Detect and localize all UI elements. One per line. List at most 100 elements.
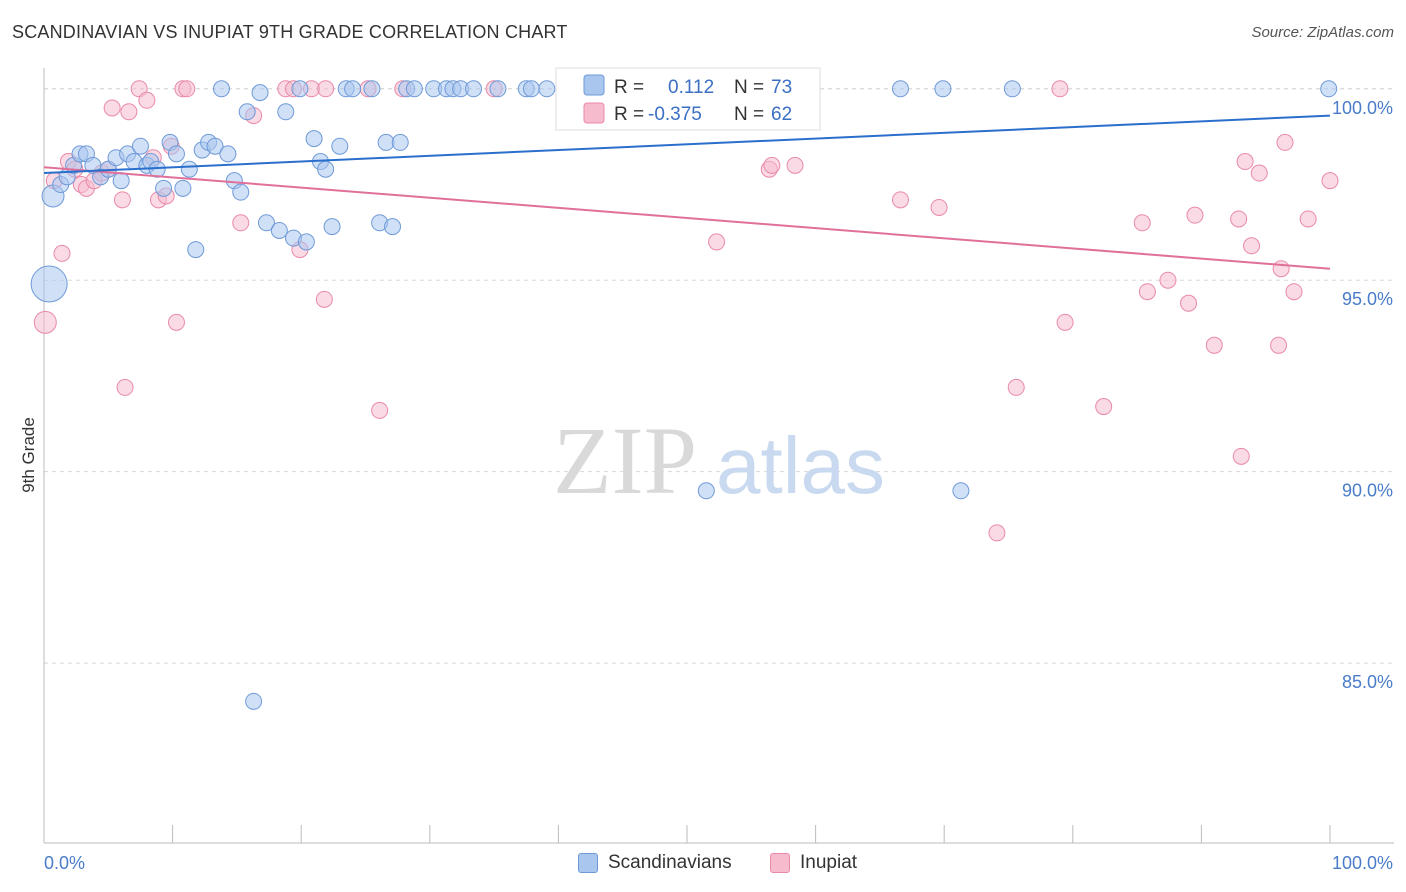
watermark-zip: ZIP — [553, 407, 697, 514]
inupiat-point — [33, 310, 57, 334]
source-label: Source: ZipAtlas.com — [1251, 24, 1394, 41]
scandinavian-point — [291, 80, 309, 98]
inupiat-point — [1230, 210, 1248, 228]
scandinavian-point — [167, 145, 185, 163]
inupiat-point — [315, 290, 333, 308]
legend-swatch-scandinavians — [578, 853, 598, 873]
inupiat-point — [1159, 271, 1177, 289]
r-value-inup: -0.375 — [648, 104, 702, 125]
inupiat-point — [1272, 260, 1290, 278]
inupiat-point — [1095, 398, 1113, 416]
scandinavian-points — [30, 80, 1338, 710]
scandinavian-point — [363, 80, 381, 98]
scandinavian-point — [1320, 80, 1338, 98]
inupiat-point — [1133, 214, 1151, 232]
scandinavian-point — [952, 482, 970, 500]
inupiat-point — [371, 401, 389, 419]
scandinavian-point — [697, 482, 715, 500]
scandinavian-point — [1003, 80, 1021, 98]
inupiat-point — [708, 233, 726, 251]
scandinavian-point — [391, 133, 409, 151]
scandinavian-point — [187, 241, 205, 259]
scandinavian-point — [323, 218, 341, 236]
inupiat-point — [167, 313, 185, 331]
inupiat-point — [1186, 206, 1204, 224]
scandinavian-point — [465, 80, 483, 98]
y-tick-label: 85.0% — [1342, 672, 1393, 692]
scandinavian-point — [238, 103, 256, 121]
scandinavian-swatch — [583, 74, 605, 96]
inupiat-point — [891, 191, 909, 209]
n-value-inup: 62 — [771, 104, 792, 125]
inupiat-point — [1243, 237, 1261, 255]
scandinavian-point — [270, 221, 288, 239]
inupiat-point — [1205, 336, 1223, 354]
scandinavian-point — [405, 80, 423, 98]
y-tick-label: 95.0% — [1342, 289, 1393, 309]
inupiat-point — [1232, 447, 1250, 465]
grid-lines — [44, 88, 1394, 664]
r-value-scand: 0.112 — [668, 77, 714, 98]
inupiat-point — [1180, 294, 1198, 312]
inupiat-point — [930, 198, 948, 216]
r-label-inup: R = — [614, 104, 644, 125]
scandinavian-point — [212, 80, 230, 98]
scandinavian-point — [317, 160, 335, 178]
legend-item-inupiat[interactable]: Inupiat — [770, 852, 857, 874]
inupiat-point — [116, 378, 134, 396]
chart-title: SCANDINAVIAN VS INUPIAT 9TH GRADE CORREL… — [12, 22, 568, 42]
trend-lines — [43, 114, 1331, 270]
inupiat-point — [103, 99, 121, 117]
scandinavian-point — [174, 179, 192, 197]
inupiat-point — [988, 524, 1006, 542]
x-tick-label: 100.0% — [1332, 853, 1393, 873]
legend-label-scandinavians: Scandinavians — [608, 852, 732, 873]
inupiat-point — [113, 191, 131, 209]
inupiat-point — [1051, 80, 1069, 98]
stats-legend: R = 0.112 N = 73 R = -0.375 N = 62 — [555, 67, 821, 131]
y-tick-label: 90.0% — [1342, 481, 1393, 501]
scandinavian-point — [489, 80, 507, 98]
r-label-scand: R = — [614, 77, 644, 98]
inupiat-point — [1138, 283, 1156, 301]
inupiat-point — [120, 103, 138, 121]
inupiat-point — [763, 156, 781, 174]
scandinavian-point — [219, 145, 237, 163]
scandinavian-point — [384, 218, 402, 236]
inupiat-point — [53, 244, 71, 262]
scandinavian-point — [112, 172, 130, 190]
scandinavian-point — [277, 103, 295, 121]
inupiat-point — [1276, 133, 1294, 151]
y-tick-label: 100.0% — [1332, 98, 1393, 118]
legend-item-scandinavians[interactable]: Scandinavians — [578, 852, 732, 874]
scandinavian-point — [377, 133, 395, 151]
inupiat-point — [1236, 153, 1254, 171]
legend-swatch-inupiat — [770, 853, 790, 873]
scandinavian-point — [180, 160, 198, 178]
inupiat-point — [1250, 164, 1268, 182]
inupiat-point — [178, 80, 196, 98]
scandinavian-point — [257, 214, 275, 232]
scandinavian-point — [206, 137, 224, 155]
scandinavian-point — [30, 265, 68, 303]
inupiat-point — [1321, 172, 1339, 190]
inupiat-point — [1007, 378, 1025, 396]
scandinavian-point — [331, 137, 349, 155]
scandinavian-point — [245, 692, 263, 710]
inupiat-point — [138, 91, 156, 109]
watermark: ZIP atlas — [553, 407, 885, 514]
inupiat-point — [232, 214, 250, 232]
inupiat-point — [317, 80, 335, 98]
series-legend: Scandinavians Inupiat — [0, 852, 1406, 878]
scandinavian-point — [131, 137, 149, 155]
n-label-scand: N = — [734, 77, 764, 98]
n-label-inup: N = — [734, 104, 764, 125]
scandinavian-point — [538, 80, 556, 98]
n-value-scand: 73 — [771, 77, 792, 98]
inupiat-point — [1270, 336, 1288, 354]
y-axis-title: 9th Grade — [19, 417, 38, 493]
scandinavian-point — [297, 233, 315, 251]
x-tick-label: 0.0% — [44, 853, 85, 873]
inupiat-point — [1299, 210, 1317, 228]
